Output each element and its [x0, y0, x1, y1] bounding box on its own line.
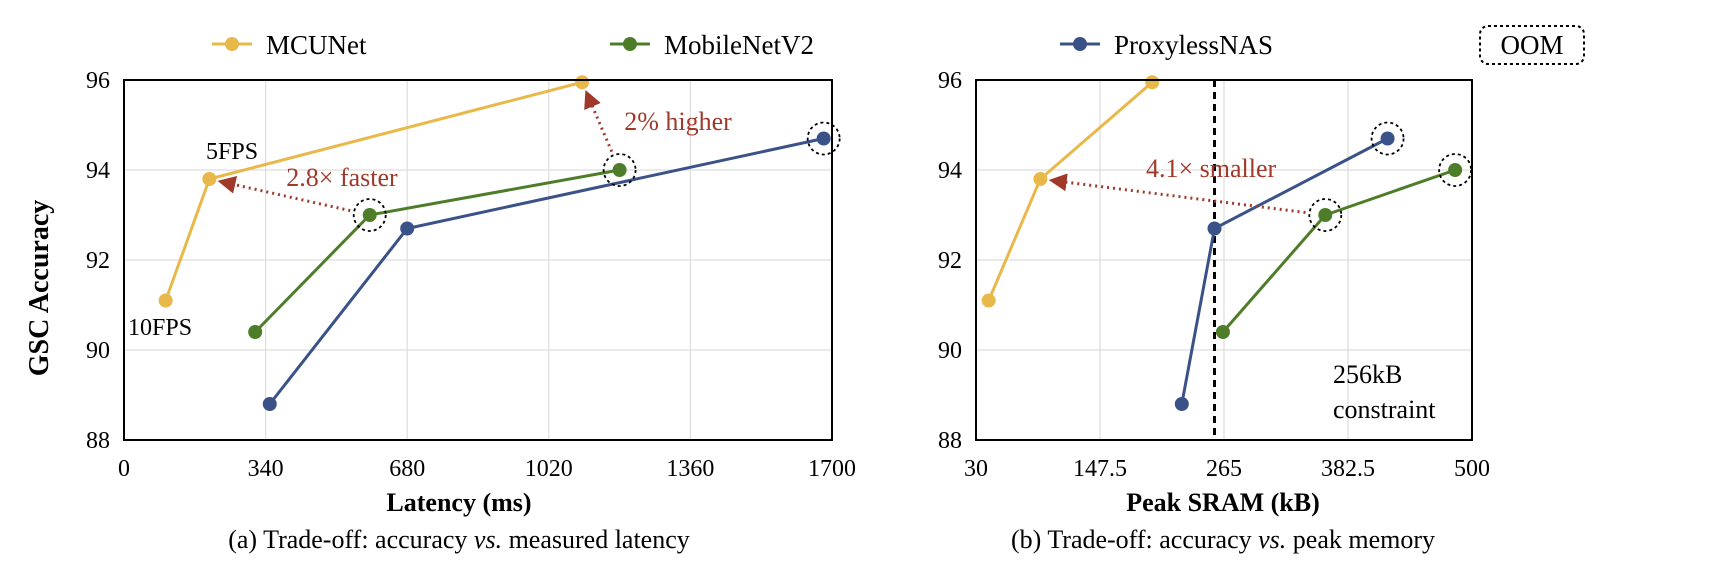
oom-ring [1308, 198, 1343, 232]
caption-part: (a) Trade-off: accuracy [228, 525, 474, 554]
oom-ring [1370, 121, 1405, 156]
caption-part: measured latency [502, 525, 690, 554]
x-tick-label: 1360 [666, 456, 714, 482]
caption-part: (b) Trade-off: accuracy [1011, 525, 1258, 554]
legend-label-mcunet: MCUNet [266, 30, 367, 60]
legend-item-mcunet: MCUNet [212, 30, 367, 60]
x-tick-label: 1700 [808, 456, 856, 482]
data-point-proxylessnas [1380, 131, 1395, 146]
smaller-arrow [1048, 173, 1306, 214]
data-point-mcunet [575, 75, 590, 90]
y-tick-labels: 88 90 92 94 96 [938, 68, 962, 454]
legend-oom-box [1479, 25, 1585, 65]
data-point-proxylessnas [262, 397, 277, 411]
higher-arrow [584, 89, 614, 153]
data-points [981, 75, 1463, 411]
legend-item-proxylessnas: ProxylessNAS [1060, 30, 1273, 60]
annotation-faster: 2.8× faster [286, 163, 398, 192]
x-tick-label: 382.5 [1321, 456, 1375, 482]
caption: (a) Trade-off: accuracy vs. measured lat… [228, 525, 690, 554]
data-point-mobilenetv2 [1448, 163, 1463, 177]
oom-ring [352, 198, 387, 232]
x-tick-label: 1020 [525, 456, 573, 482]
data-point-mcunet [202, 172, 217, 186]
oom-markers [352, 121, 841, 232]
legend-label-proxylessnas: ProxylessNAS [1114, 30, 1273, 60]
legend-label-oom: OOM [1500, 30, 1563, 60]
data-point-mobilenetv2 [248, 325, 263, 339]
y-tick-label: 96 [938, 68, 962, 94]
x-axis-label: Peak SRAM (kB) [1126, 488, 1320, 517]
data-point-mobilenetv2 [612, 163, 627, 177]
annotation-higher: 2% higher [624, 107, 732, 136]
annotation-10fps: 10FPS [128, 315, 192, 341]
legend-marker-mobilenetv2 [623, 37, 637, 51]
y-tick-label: 94 [86, 158, 110, 184]
caption: (b) Trade-off: accuracy vs. peak memory [1011, 525, 1435, 554]
caption-part: peak memory [1286, 525, 1435, 554]
series-line-mobilenetv2 [1221, 168, 1456, 333]
y-tick-label: 90 [938, 338, 962, 364]
y-tick-label: 96 [86, 68, 110, 94]
y-tick-labels: 88 90 92 94 96 [86, 68, 110, 454]
faster-arrow [217, 176, 351, 213]
legend-label-mobilenetv2: MobileNetV2 [664, 30, 814, 60]
data-point-proxylessnas [400, 221, 415, 236]
x-tick-label: 340 [248, 456, 284, 482]
y-axis-label: GSC Accuracy [24, 200, 55, 377]
x-tick-label: 147.5 [1073, 456, 1127, 482]
data-point-mcunet [1145, 75, 1160, 90]
plot-frame [975, 79, 1473, 441]
constraint-label-line1: 256kB [1333, 360, 1402, 389]
legend-marker-proxylessnas [1073, 37, 1087, 51]
chart-panel-latency: 5FPS 10FPS 2.8× faster 2% higher 0 340 680… [24, 68, 856, 554]
annotation-smaller: 4.1× smaller [1146, 154, 1277, 183]
data-point-mcunet [1033, 172, 1048, 186]
caption-part-italic: vs. [474, 525, 502, 554]
data-point-mcunet [158, 293, 173, 308]
x-tick-labels: 30 147.5 265 382.5 500 [964, 456, 1490, 482]
y-tick-label: 88 [86, 428, 110, 454]
annotations: 5FPS 10FPS 2.8× faster 2% higher [128, 89, 732, 341]
data-point-mobilenetv2 [1215, 325, 1230, 339]
chart-panel-sram: 4.1× smaller 256kB constraint 30 147.5 265… [938, 68, 1490, 554]
annotation-5fps: 5FPS [206, 139, 258, 165]
series-lines [987, 81, 1456, 405]
x-tick-label: 30 [964, 456, 988, 482]
legend-marker-mcunet [225, 37, 239, 51]
data-point-mobilenetv2 [362, 208, 377, 222]
x-tick-label: 0 [118, 456, 130, 482]
data-points [158, 75, 831, 411]
legend-item-oom: OOM [1479, 25, 1585, 65]
y-tick-label: 92 [86, 248, 110, 274]
data-point-proxylessnas [1174, 397, 1189, 411]
x-tick-label: 680 [389, 456, 425, 482]
series-line-mcunet [987, 81, 1154, 302]
data-point-proxylessnas [816, 131, 831, 146]
x-tick-labels: 0 340 680 1020 1360 1700 [118, 456, 856, 482]
legend-item-mobilenetv2: MobileNetV2 [610, 30, 814, 60]
data-point-mobilenetv2 [1318, 208, 1333, 222]
constraint-label-line2: constraint [1333, 395, 1436, 424]
y-tick-label: 88 [938, 428, 962, 454]
x-tick-label: 500 [1454, 456, 1490, 482]
oom-ring [602, 153, 637, 187]
data-point-mcunet [981, 293, 996, 308]
y-tick-label: 92 [938, 248, 962, 274]
annotations: 4.1× smaller 256kB constraint [1048, 154, 1436, 424]
x-axis-label: Latency (ms) [386, 488, 531, 517]
y-tick-label: 94 [938, 158, 962, 184]
data-point-proxylessnas [1207, 221, 1222, 236]
x-tick-label: 265 [1206, 456, 1242, 482]
y-tick-label: 90 [86, 338, 110, 364]
oom-ring [806, 121, 841, 156]
legend: MCUNet MobileNetV2 ProxylessNAS OOM [212, 25, 1585, 65]
plot-frame [123, 79, 833, 441]
caption-part-italic: vs. [1258, 525, 1286, 554]
